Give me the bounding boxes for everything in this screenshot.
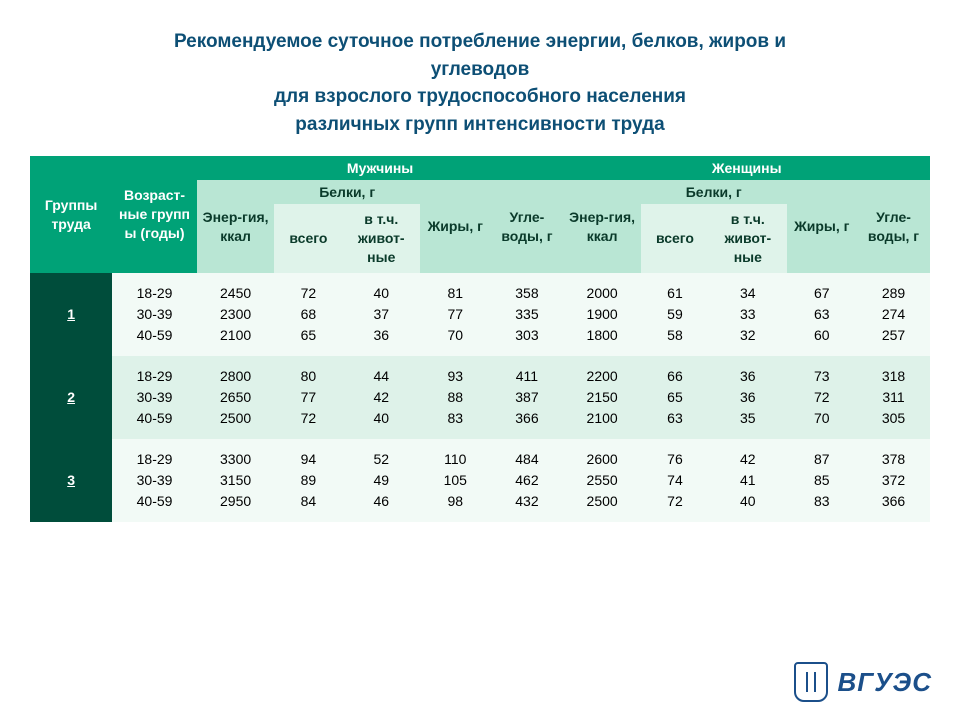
col-proteins-w: Белки, г (641, 180, 787, 204)
cell: 76 74 72 (641, 439, 709, 522)
logo-text: ВГУЭС (838, 667, 932, 698)
cell: 358 335 303 (491, 273, 564, 356)
logo-icon (794, 662, 828, 702)
col-women: Женщины (563, 156, 930, 180)
table-row: 2 18-29 30-39 40-59 2800 2650 2500 80 77… (30, 356, 930, 439)
cell: 61 59 58 (641, 273, 709, 356)
cell: 94 89 84 (274, 439, 342, 522)
col-men: Мужчины (197, 156, 564, 180)
title-line: углеводов (431, 59, 530, 80)
title-line: Рекомендуемое суточное потребление энерг… (174, 31, 786, 52)
cell: 2800 2650 2500 (197, 356, 275, 439)
cell: 411 387 366 (491, 356, 564, 439)
cell: 318 311 305 (857, 356, 930, 439)
col-prot-total-w: всего (641, 204, 709, 273)
cell: 87 85 83 (787, 439, 857, 522)
cell: 2450 2300 2100 (197, 273, 275, 356)
cell: 80 77 72 (274, 356, 342, 439)
age-cell: 18-29 30-39 40-59 (112, 439, 197, 522)
cell: 81 77 70 (420, 273, 490, 356)
cell: 2600 2550 2500 (563, 439, 641, 522)
table-row: 3 18-29 30-39 40-59 3300 3150 2950 94 89… (30, 439, 930, 522)
col-age: Возраст-ные групп ы (годы) (112, 156, 197, 273)
col-prot-animal-m: в т.ч. живот-ные (343, 204, 421, 273)
col-prot-total-m: всего (274, 204, 342, 273)
cell: 73 72 70 (787, 356, 857, 439)
title-line: для взрослого трудоспособного населения (274, 86, 686, 107)
cell: 34 33 32 (709, 273, 787, 356)
cell: 2000 1900 1800 (563, 273, 641, 356)
cell: 40 37 36 (343, 273, 421, 356)
logo: ВГУЭС (794, 662, 932, 702)
table-header: Группы труда Возраст-ные групп ы (годы) … (30, 156, 930, 273)
age-cell: 18-29 30-39 40-59 (112, 356, 197, 439)
nutrition-table: Группы труда Возраст-ные групп ы (годы) … (30, 156, 930, 522)
cell: 3300 3150 2950 (197, 439, 275, 522)
group-label: 1 (30, 273, 112, 356)
title-line: различных групп интенсивности труда (295, 114, 664, 135)
cell: 2200 2150 2100 (563, 356, 641, 439)
cell: 289 274 257 (857, 273, 930, 356)
table-body: 1 18-29 30-39 40-59 2450 2300 2100 72 68… (30, 273, 930, 522)
page-title: Рекомендуемое суточное потребление энерг… (0, 0, 960, 156)
cell: 67 63 60 (787, 273, 857, 356)
col-proteins-m: Белки, г (274, 180, 420, 204)
col-carbs-m: Угле-воды, г (491, 180, 564, 273)
col-fats-w: Жиры, г (787, 180, 857, 273)
age-cell: 18-29 30-39 40-59 (112, 273, 197, 356)
group-label: 2 (30, 356, 112, 439)
group-label: 3 (30, 439, 112, 522)
cell: 42 41 40 (709, 439, 787, 522)
cell: 44 42 40 (343, 356, 421, 439)
col-group: Группы труда (30, 156, 112, 273)
table-row: 1 18-29 30-39 40-59 2450 2300 2100 72 68… (30, 273, 930, 356)
col-carbs-w: Угле-воды, г (857, 180, 930, 273)
col-energy-w: Энер-гия, ккал (563, 180, 641, 273)
col-fats-m: Жиры, г (420, 180, 490, 273)
cell: 378 372 366 (857, 439, 930, 522)
col-energy-m: Энер-гия, ккал (197, 180, 275, 273)
cell: 52 49 46 (343, 439, 421, 522)
cell: 93 88 83 (420, 356, 490, 439)
cell: 66 65 63 (641, 356, 709, 439)
cell: 72 68 65 (274, 273, 342, 356)
cell: 110 105 98 (420, 439, 490, 522)
cell: 36 36 35 (709, 356, 787, 439)
col-prot-animal-w: в т.ч. живот-ные (709, 204, 787, 273)
cell: 484 462 432 (491, 439, 564, 522)
